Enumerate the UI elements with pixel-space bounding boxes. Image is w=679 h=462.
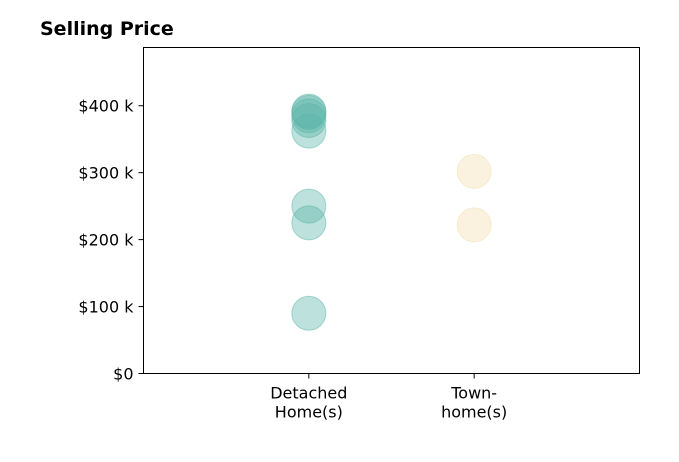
data-point — [291, 102, 327, 138]
data-point — [291, 93, 327, 129]
chart-title: Selling Price — [40, 18, 174, 40]
plot-area-frame — [143, 47, 640, 374]
data-point — [291, 295, 327, 331]
y-tick-label: $0 — [113, 365, 133, 384]
data-points — [291, 93, 492, 331]
y-tick-label: $100 k — [78, 298, 134, 317]
data-point — [456, 207, 492, 243]
data-point — [291, 113, 327, 149]
y-tick-label: $400 k — [78, 97, 134, 116]
x-tick-label: Detached Home(s) — [270, 384, 347, 422]
data-point — [291, 188, 327, 224]
y-tick-label: $300 k — [78, 164, 134, 183]
x-tick-label: Town-home(s) — [441, 384, 507, 422]
y-tick-label: $200 k — [78, 231, 134, 250]
x-tick-label-line: Home(s) — [275, 403, 343, 422]
x-tick-label-line: Detached — [270, 384, 347, 403]
data-point — [456, 153, 492, 189]
x-tick-label-line: home(s) — [441, 403, 507, 422]
x-tick-label-line: Town- — [450, 384, 497, 403]
y-axis: $0 $100 k $200 k $300 k $400 k — [78, 97, 144, 384]
x-axis: Detached Home(s) Town-home(s) — [270, 373, 507, 422]
